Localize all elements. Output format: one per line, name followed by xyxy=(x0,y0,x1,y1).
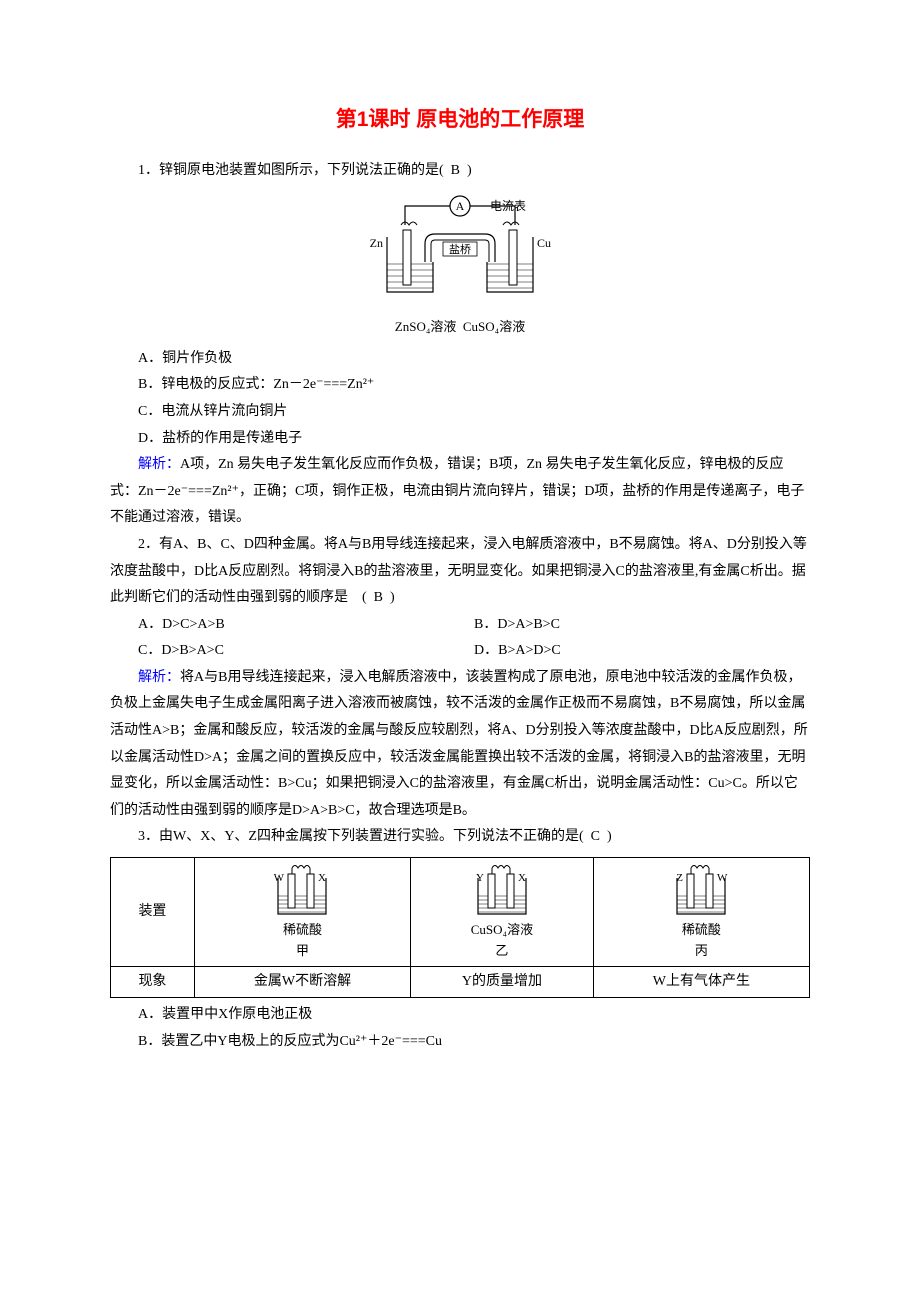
q2-opt-c: C．D>B>A>C xyxy=(110,638,474,665)
cu-label: Cu xyxy=(537,236,551,250)
analysis-label: 解析： xyxy=(138,457,180,472)
q3-opt-a: A．装置甲中X作原电池正极 xyxy=(110,1002,810,1029)
q2-stem-text: 2．有A、B、C、D四种金属。将A与B用导线连接起来，浸入电解质溶液中，B不易腐… xyxy=(110,537,807,605)
q1-diagram: A 电流表 xyxy=(110,192,810,339)
salt-bridge-label: 盐桥 xyxy=(449,243,471,256)
q1-diagram-caption: ZnSO₄溶液 CuSO₄溶液 xyxy=(110,315,810,340)
phenomenon-1: 金属W不断溶解 xyxy=(194,966,410,997)
q2-analysis-text: 将A与B用导线连接起来，浸入电解质溶液中，该装置构成了原电池，原电池中较活泼的金… xyxy=(110,670,808,818)
q1-stem-suffix: ) xyxy=(467,163,472,178)
q3-answer: C xyxy=(591,829,600,844)
q2-opt-a: A．D>C>A>B xyxy=(110,612,474,639)
row2-head: 现象 xyxy=(111,966,195,997)
q1-opt-c: C．电流从锌片流向铜片 xyxy=(110,399,810,426)
device-3: Z W 稀硫酸丙 xyxy=(593,858,809,967)
svg-text:Y: Y xyxy=(476,872,484,884)
zn-label: Zn xyxy=(370,236,383,250)
phenomenon-3: W上有气体产生 xyxy=(593,966,809,997)
table-row-phenomena: 现象 金属W不断溶解 Y的质量增加 W上有气体产生 xyxy=(111,966,810,997)
page-title: 第1课时 原电池的工作原理 xyxy=(110,100,810,140)
q2-answer: B xyxy=(374,590,383,605)
q3-stem-suffix: ) xyxy=(607,829,612,844)
q1-analysis: 解析：A项，Zn 易失电子发生氧化反应而作负极，错误；B项，Zn 易失电子发生氧… xyxy=(110,452,810,532)
phenomenon-2: Y的质量增加 xyxy=(411,966,594,997)
left-solution-label: ZnSO₄溶液 xyxy=(395,319,457,334)
q1-answer: B xyxy=(451,163,460,178)
q1-analysis-text: A项，Zn 易失电子发生氧化反应而作负极，错误；B项，Zn 易失电子发生氧化反应… xyxy=(110,457,804,525)
svg-text:X: X xyxy=(518,872,526,884)
analysis-label: 解析： xyxy=(138,670,180,685)
q1-opt-b: B．锌电极的反应式：Zn－2e⁻===Zn²⁺ xyxy=(110,372,810,399)
svg-text:X: X xyxy=(318,872,326,884)
q1-stem: 1．锌铜原电池装置如图所示，下列说法正确的是( B ) xyxy=(110,158,810,185)
row1-head: 装置 xyxy=(111,858,195,967)
q2-opt-d: D．B>A>D>C xyxy=(474,638,810,665)
device-2: Y X CuSO₄溶液乙 xyxy=(411,858,594,967)
q3-stem-text: 3．由W、X、Y、Z四种金属按下列装置进行实验。下列说法不正确的是( xyxy=(138,829,584,844)
q1-opt-a: A．铜片作负极 xyxy=(110,346,810,373)
q2-opt-b: B．D>A>B>C xyxy=(474,612,810,639)
table-row-device: 装置 W X 稀硫酸甲 xyxy=(111,858,810,967)
q3-table: 装置 W X 稀硫酸甲 xyxy=(110,857,810,998)
q1-stem-text: 1．锌铜原电池装置如图所示，下列说法正确的是( xyxy=(138,163,444,178)
svg-text:Z: Z xyxy=(677,872,684,884)
ammeter-symbol: A xyxy=(456,199,465,213)
device-1: W X 稀硫酸甲 xyxy=(194,858,410,967)
q2-stem: 2．有A、B、C、D四种金属。将A与B用导线连接起来，浸入电解质溶液中，B不易腐… xyxy=(110,532,810,612)
svg-text:W: W xyxy=(274,872,285,884)
svg-text:W: W xyxy=(717,872,728,884)
q3-stem: 3．由W、X、Y、Z四种金属按下列装置进行实验。下列说法不正确的是( C ) xyxy=(110,824,810,851)
q3-opt-b: B．装置乙中Y电极上的反应式为Cu²⁺＋2e⁻===Cu xyxy=(110,1029,810,1056)
q2-stem-suffix: ) xyxy=(390,590,395,605)
right-solution-label: CuSO₄溶液 xyxy=(463,319,525,334)
q1-opt-d: D．盐桥的作用是传递电子 xyxy=(110,426,810,453)
q2-analysis: 解析：将A与B用导线连接起来，浸入电解质溶液中，该装置构成了原电池，原电池中较活… xyxy=(110,665,810,825)
